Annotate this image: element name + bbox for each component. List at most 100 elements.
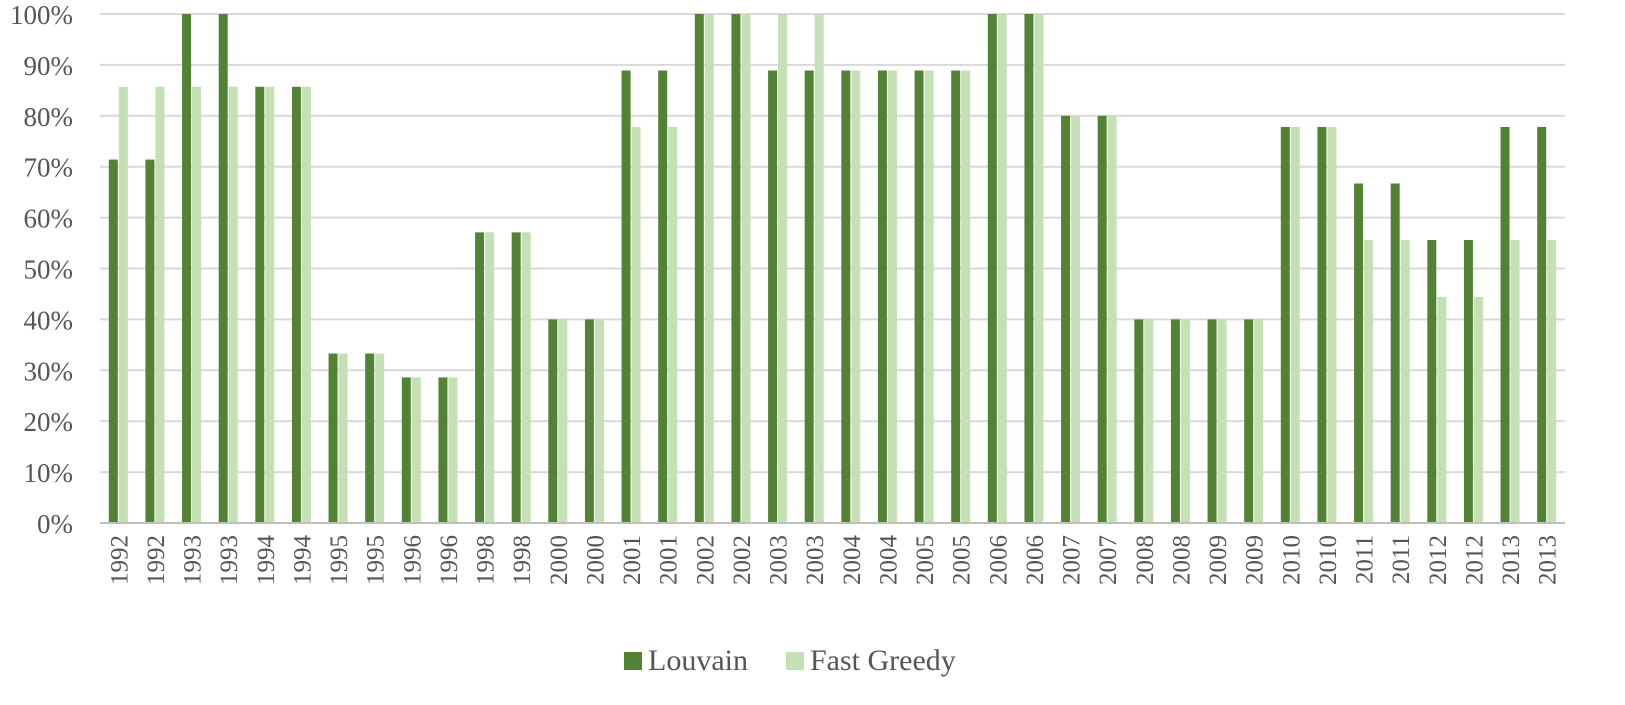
x-tick-label: 2013 [1498, 535, 1525, 585]
bar-louvain [1097, 115, 1107, 524]
bar-louvain [841, 70, 851, 524]
bar-fast-greedy [851, 70, 861, 524]
bar-fast-greedy [1473, 297, 1483, 523]
bar-fast-greedy [265, 86, 275, 524]
bar-fast-greedy [924, 70, 934, 524]
y-tick-label: 80% [24, 102, 74, 132]
x-tick-label: 2012 [1425, 535, 1452, 585]
x-tick-label: 2012 [1461, 535, 1488, 585]
bar-fast-greedy [375, 353, 385, 523]
x-tick-label: 1994 [289, 535, 316, 586]
bar-louvain [1537, 126, 1547, 524]
y-tick-label: 10% [24, 458, 74, 488]
bar-louvain [1354, 183, 1364, 523]
x-tick-label: 1996 [399, 535, 426, 585]
bar-fast-greedy [887, 70, 897, 524]
bar-fast-greedy [778, 14, 788, 523]
bar-louvain [1427, 239, 1437, 523]
bar-louvain [768, 70, 778, 524]
bar-louvain [1317, 126, 1327, 524]
bar-louvain [218, 14, 228, 523]
bar-louvain [987, 14, 997, 523]
bar-fast-greedy [1547, 239, 1557, 523]
bar-fast-greedy [961, 70, 971, 524]
bar-louvain [1280, 126, 1290, 524]
y-tick-label: 90% [24, 51, 74, 81]
bar-louvain [401, 377, 411, 523]
bar-fast-greedy [1510, 239, 1520, 523]
y-tick-label: 20% [24, 407, 74, 437]
y-tick-label: 100% [10, 0, 73, 30]
bar-fast-greedy [1364, 239, 1374, 523]
bar-louvain [1207, 319, 1217, 523]
legend-label-fast-greedy: Fast Greedy [810, 644, 956, 677]
bar-louvain [1134, 319, 1144, 523]
x-tick-label: 2000 [546, 535, 573, 585]
x-tick-label: 2001 [656, 535, 683, 585]
x-tick-label: 2011 [1352, 535, 1379, 584]
bar-louvain [1244, 319, 1254, 523]
bar-fast-greedy [228, 86, 238, 524]
bar-louvain [365, 353, 375, 523]
x-tick-label: 2005 [949, 535, 976, 585]
legend-label-louvain: Louvain [648, 644, 748, 677]
x-tick-label: 2001 [619, 535, 646, 585]
bar-louvain [475, 232, 485, 523]
bar-louvain [621, 70, 631, 524]
x-tick-label: 2002 [729, 535, 756, 585]
x-tick-label: 2003 [766, 535, 793, 585]
bar-louvain [1061, 115, 1071, 524]
gridlines [100, 13, 1565, 474]
y-tick-label: 50% [24, 255, 74, 285]
x-tick-label: 1995 [363, 535, 390, 585]
bar-louvain [584, 319, 594, 523]
bar-fast-greedy [997, 14, 1007, 523]
x-tick-label: 2010 [1315, 535, 1342, 585]
x-tick-label: 1995 [326, 535, 353, 585]
bar-louvain [694, 14, 704, 523]
bar-louvain [255, 86, 265, 524]
x-tick-label: 1998 [473, 535, 500, 585]
bar-fast-greedy [301, 86, 311, 524]
bar-louvain [914, 70, 924, 524]
x-tick-label: 1992 [106, 535, 133, 585]
bar-fast-greedy [1217, 319, 1227, 523]
bar-fast-greedy [704, 14, 714, 523]
bar-fast-greedy [814, 14, 824, 523]
x-tick-label: 2011 [1388, 535, 1415, 584]
bar-fast-greedy [485, 232, 495, 523]
x-tick-label: 2000 [582, 535, 609, 585]
y-tick-label: 70% [24, 153, 74, 183]
bar-louvain [1463, 239, 1473, 523]
x-tick-label: 1993 [180, 535, 207, 585]
bar-fast-greedy [448, 377, 458, 523]
bar-fast-greedy [338, 353, 348, 523]
bar-louvain [951, 70, 961, 524]
x-tick-label: 2003 [802, 535, 829, 585]
y-tick-label: 40% [24, 305, 74, 335]
bar-fast-greedy [558, 319, 568, 523]
x-tick-label: 2010 [1278, 535, 1305, 585]
bar-fast-greedy [1400, 239, 1410, 523]
bar-louvain [328, 353, 338, 523]
y-tick-label: 0% [37, 509, 73, 539]
bar-fast-greedy [741, 14, 751, 523]
bar-louvain [804, 70, 814, 524]
bar-fast-greedy [631, 126, 641, 524]
x-tick-label: 2004 [875, 535, 902, 586]
x-tick-label: 2008 [1168, 535, 1195, 585]
x-tick-label: 2007 [1059, 535, 1086, 585]
legend-swatch-fast-greedy [786, 652, 804, 670]
bar-louvain [145, 159, 155, 523]
bar-louvain [438, 377, 448, 523]
x-tick-label: 2009 [1242, 535, 1269, 585]
x-tick-label: 2007 [1095, 535, 1122, 585]
x-tick-label: 1998 [509, 535, 536, 585]
bar-fast-greedy [1107, 115, 1117, 524]
bars [108, 14, 1557, 524]
bar-fast-greedy [1144, 319, 1154, 523]
bar-louvain [291, 86, 301, 524]
x-tick-label: 1993 [216, 535, 243, 585]
bar-fast-greedy [668, 126, 678, 524]
